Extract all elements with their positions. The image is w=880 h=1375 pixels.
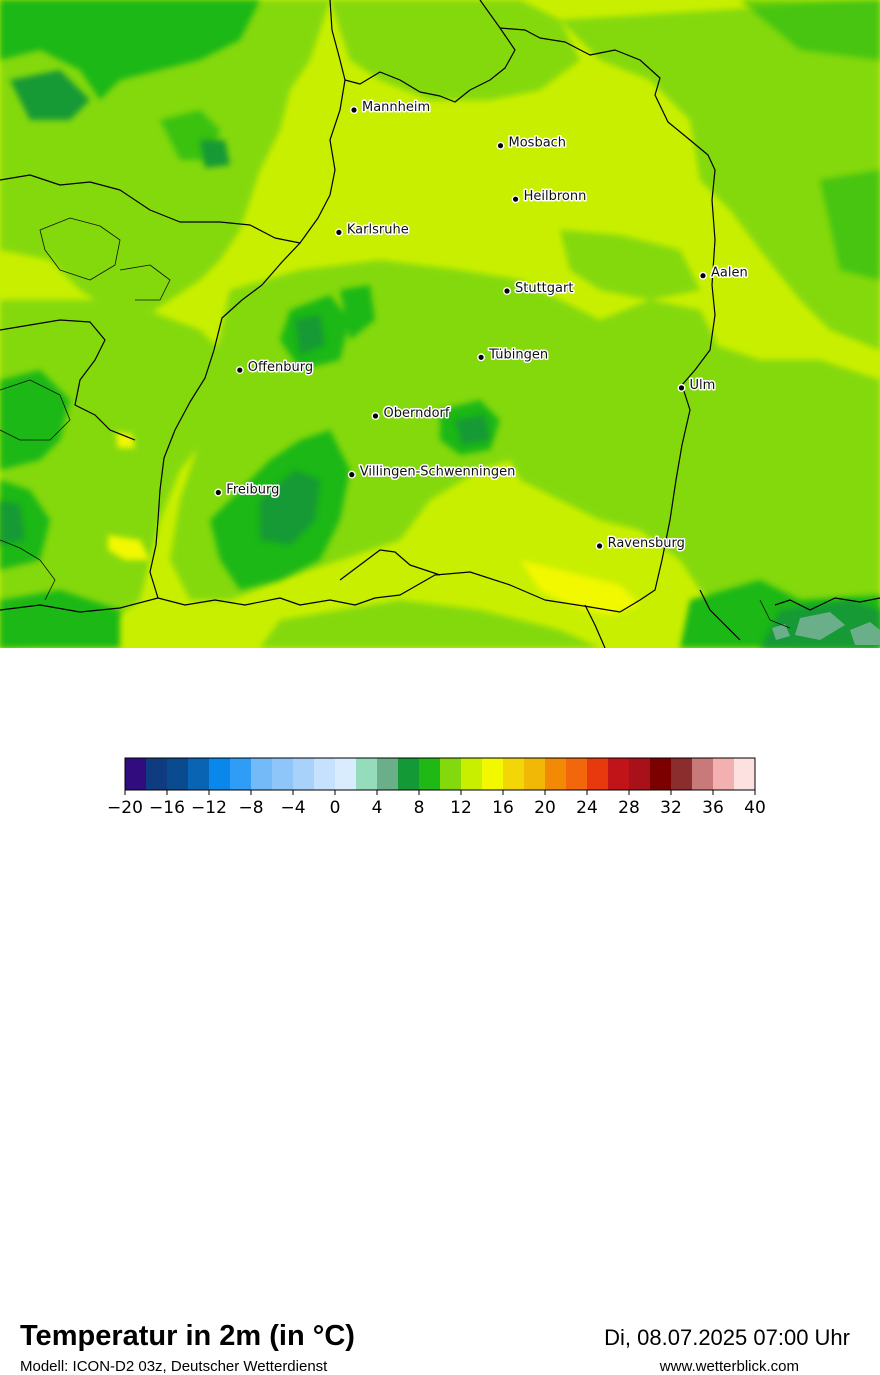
city-oberndorf[interactable]: Oberndorf xyxy=(371,405,451,423)
legend-swatch xyxy=(650,758,672,790)
city-marker-dot xyxy=(214,488,223,497)
legend-swatch xyxy=(566,758,588,790)
legend-tick-label: −4 xyxy=(280,798,305,818)
legend-swatch xyxy=(692,758,714,790)
temperature-zone-16 xyxy=(108,432,640,615)
legend-swatch xyxy=(545,758,567,790)
legend-tick-label: −20 xyxy=(107,798,143,818)
legend-tick-label: 0 xyxy=(330,798,341,818)
city-freiburg[interactable]: Freiburg xyxy=(214,481,281,499)
city-ulm[interactable]: Ulm xyxy=(677,376,717,394)
legend-swatch xyxy=(314,758,336,790)
city-label: Mannheim xyxy=(362,100,430,115)
city-label: Offenburg xyxy=(248,360,313,375)
legend-tick-label: 4 xyxy=(372,798,383,818)
legend-swatch xyxy=(608,758,630,790)
city-marker-dot xyxy=(235,366,244,375)
legend-swatch xyxy=(713,758,735,790)
legend-swatch xyxy=(188,758,210,790)
legend-tick-label: −12 xyxy=(191,798,227,818)
map-canvas: Mannheim Mosbach Heilbronn Karlsruhe Aalen St… xyxy=(0,0,880,648)
legend-swatch xyxy=(503,758,525,790)
legend-tick-label: −16 xyxy=(149,798,185,818)
temperature-map[interactable]: Mannheim Mosbach Heilbronn Karlsruhe Aalen St… xyxy=(0,0,880,648)
legend-colorbar: −20 −16 −12 −8 −4 0 4 8 12 16 20 24 28 32 36 40 xyxy=(107,757,766,818)
city-stuttgart[interactable]: Stuttgart xyxy=(503,280,575,298)
city-label: Villingen-Schwenningen xyxy=(360,465,516,480)
legend-tick-label: 24 xyxy=(576,798,598,818)
borders-minor xyxy=(0,217,791,629)
legend-swatch xyxy=(167,758,189,790)
city-ravensburg[interactable]: Ravensburg xyxy=(595,535,686,553)
legend-swatch xyxy=(209,758,231,790)
city-aalen[interactable]: Aalen xyxy=(699,264,749,282)
temperature-zone-4 xyxy=(772,612,880,645)
city-marker-dot xyxy=(595,542,604,551)
city-marker-dot xyxy=(677,383,686,392)
city-mosbach[interactable]: Mosbach xyxy=(496,134,568,152)
legend-tick-label: 32 xyxy=(660,798,682,818)
city-offenburg[interactable]: Offenburg xyxy=(235,359,315,377)
city-label: Freiburg xyxy=(226,483,279,498)
legend-swatch xyxy=(440,758,462,790)
city-markers: Mannheim Mosbach Heilbronn Karlsruhe Aalen St… xyxy=(214,99,749,553)
legend-swatch xyxy=(272,758,294,790)
legend-tick-label: 16 xyxy=(492,798,514,818)
legend-tick-label: 12 xyxy=(450,798,472,818)
legend-swatch xyxy=(734,758,756,790)
city-heilbronn[interactable]: Heilbronn xyxy=(511,188,588,206)
legend-swatch xyxy=(671,758,693,790)
city-mannheim[interactable]: Mannheim xyxy=(350,99,432,117)
legend-swatch xyxy=(419,758,441,790)
city-label: Karlsruhe xyxy=(347,222,409,237)
city-marker-dot xyxy=(350,105,359,114)
legend-swatch xyxy=(398,758,420,790)
legend-swatch xyxy=(251,758,273,790)
legend-tick-label: 36 xyxy=(702,798,724,818)
legend-swatch xyxy=(482,758,504,790)
color-legend: −20 −16 −12 −8 −4 0 4 8 12 16 20 24 28 32 36 40 xyxy=(105,755,775,829)
city-marker-dot xyxy=(477,353,486,362)
city-marker-dot xyxy=(496,141,505,150)
legend-tick-label: 20 xyxy=(534,798,556,818)
city-label: Tübingen xyxy=(488,347,548,362)
legend-swatch xyxy=(524,758,546,790)
city-label: Ravensburg xyxy=(608,536,685,551)
forecast-datetime: Di, 08.07.2025 07:00 Uhr xyxy=(604,1325,850,1350)
city-marker-dot xyxy=(511,195,520,204)
website-link[interactable]: www.wetterblick.com xyxy=(659,1358,799,1375)
city-marker-dot xyxy=(503,287,512,296)
city-label: Heilbronn xyxy=(524,189,587,204)
legend-swatch xyxy=(587,758,609,790)
city-marker-dot xyxy=(699,271,708,280)
city-label: Stuttgart xyxy=(515,281,573,296)
legend-swatch xyxy=(230,758,252,790)
legend-swatch xyxy=(356,758,378,790)
legend-swatch xyxy=(335,758,357,790)
borders xyxy=(0,0,880,648)
model-source: Modell: ICON-D2 03z, Deutscher Wetterdie… xyxy=(20,1358,328,1375)
legend-swatch xyxy=(125,758,147,790)
city-label: Oberndorf xyxy=(384,406,450,421)
legend-frame xyxy=(124,757,756,791)
legend-swatch xyxy=(146,758,168,790)
city-karlsruhe[interactable]: Karlsruhe xyxy=(334,221,410,239)
legend-swatch xyxy=(629,758,651,790)
city-villingen-schwenningen[interactable]: Villingen-Schwenningen xyxy=(347,463,517,481)
city-marker-dot xyxy=(371,412,380,421)
city-marker-dot xyxy=(334,228,343,237)
legend-tick-label: 28 xyxy=(618,798,640,818)
legend-tick-label: 40 xyxy=(744,798,766,818)
legend-tick-label: 8 xyxy=(414,798,425,818)
city-label: Mosbach xyxy=(509,136,567,151)
city-label: Ulm xyxy=(690,378,716,393)
city-marker-dot xyxy=(347,470,356,479)
map-title: Temperatur in 2m (in °C) xyxy=(20,1320,355,1352)
city-t-bingen[interactable]: Tübingen xyxy=(477,346,550,364)
legend-tick-label: −8 xyxy=(238,798,263,818)
city-label: Aalen xyxy=(711,266,748,281)
legend-swatch xyxy=(293,758,315,790)
legend-swatch xyxy=(461,758,483,790)
legend-swatch xyxy=(377,758,399,790)
